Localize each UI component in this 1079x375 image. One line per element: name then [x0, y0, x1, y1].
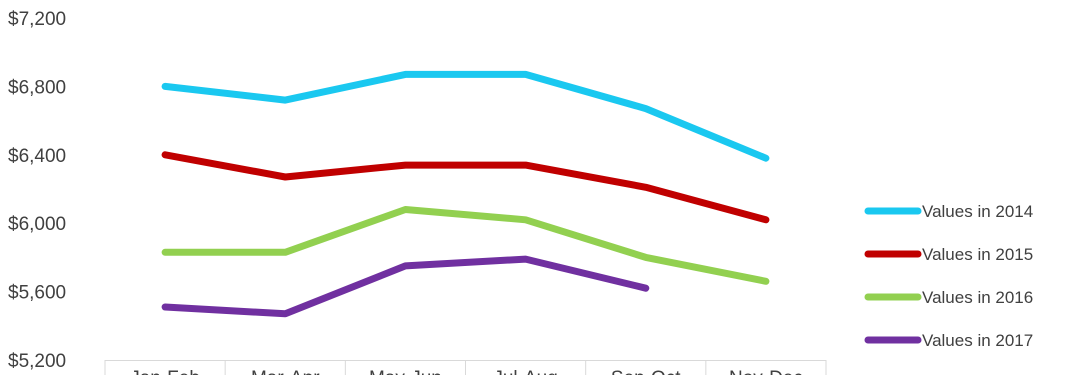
x-tick-label: Mar-Apr [251, 368, 320, 375]
y-tick-label: $7,200 [8, 9, 66, 30]
legend-label: Values in 2017 [922, 331, 1033, 350]
legend-label: Values in 2016 [922, 288, 1033, 307]
y-axis: $5,200 $5,600 $6,000 $6,400 $6,800 $7,200 [8, 9, 66, 372]
plot-area [161, 70, 770, 318]
x-tick-label: Nov-Dec [729, 368, 803, 375]
x-tick-label: Jul-Aug [493, 368, 557, 375]
x-axis: Jan-Feb Mar-Apr May-Jun Jul-Aug Sep-Oct Nov-D… [104, 360, 827, 375]
y-tick-label: $5,200 [8, 351, 66, 372]
y-tick-label: $6,000 [8, 214, 66, 235]
legend: Values in 2014 Values in 2015 Values in 20… [864, 202, 1033, 350]
x-tick-label: May-Jun [369, 368, 442, 375]
series-line-3 [161, 255, 650, 318]
legend-label: Values in 2015 [922, 245, 1033, 264]
legend-label: Values in 2014 [922, 202, 1033, 221]
x-tick-label: Sep-Oct [611, 368, 681, 375]
y-tick-label: $6,400 [8, 146, 66, 167]
y-tick-label: $5,600 [8, 283, 66, 304]
y-tick-label: $6,800 [8, 77, 66, 98]
x-tick-label: Jan-Feb [130, 368, 200, 375]
series-line-1 [161, 151, 770, 224]
series-line-2 [161, 206, 770, 285]
series-line-0 [161, 70, 770, 162]
